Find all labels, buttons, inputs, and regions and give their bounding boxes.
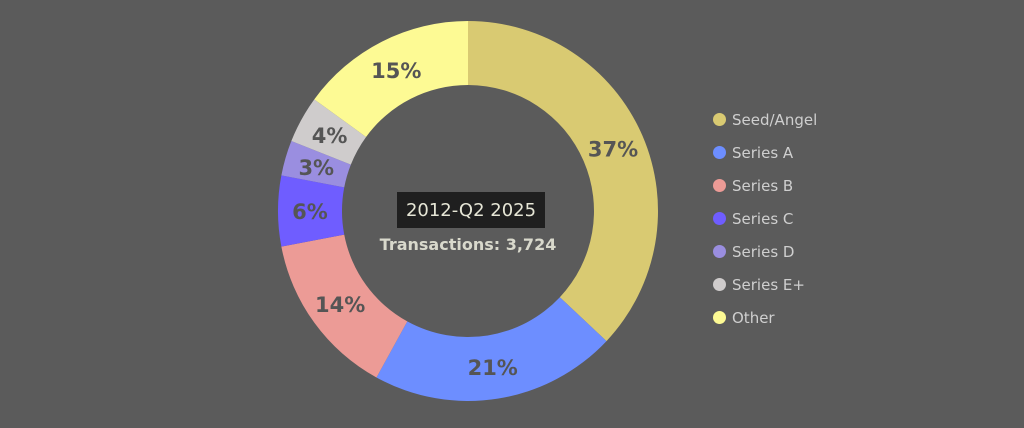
legend-label: Seed/Angel xyxy=(732,110,818,129)
slice-series-d[interactable] xyxy=(281,141,351,188)
legend-dot-icon xyxy=(713,179,726,192)
slice-label: 4% xyxy=(312,124,348,148)
legend-item-series-d[interactable]: Series D xyxy=(713,235,817,268)
slice-series-a[interactable] xyxy=(376,297,607,401)
legend-dot-icon xyxy=(713,212,726,225)
legend-item-other[interactable]: Other xyxy=(713,301,817,334)
legend-dot-icon xyxy=(713,278,726,291)
legend-label: Series D xyxy=(732,242,795,261)
legend-label: Series B xyxy=(732,176,794,195)
legend-dot-icon xyxy=(713,146,726,159)
legend-item-seed-angel[interactable]: Seed/Angel xyxy=(713,103,817,136)
slice-label: 6% xyxy=(292,200,328,224)
period-label: 2012-Q2 2025 xyxy=(397,192,545,228)
slice-other[interactable] xyxy=(314,21,468,137)
period-text: 2012-Q2 2025 xyxy=(405,199,537,221)
legend-item-series-b[interactable]: Series B xyxy=(713,169,817,202)
legend-item-series-c[interactable]: Series C xyxy=(713,202,817,235)
legend-dot-icon xyxy=(713,311,726,324)
legend-dot-icon xyxy=(713,245,726,258)
legend: Seed/Angel Series A Series B Series C Se… xyxy=(713,103,817,334)
slice-label: 37% xyxy=(588,137,638,161)
slice-series-b[interactable] xyxy=(281,234,408,378)
slice-seed-angel[interactable] xyxy=(468,21,658,342)
slice-label: 3% xyxy=(298,156,334,180)
legend-label: Other xyxy=(732,308,775,327)
slice-label: 21% xyxy=(468,356,518,380)
slice-label: 15% xyxy=(371,59,421,83)
legend-label: Series A xyxy=(732,143,794,162)
slice-series-e-[interactable] xyxy=(291,99,367,165)
transactions-label: Transactions: 3,724 xyxy=(379,235,557,254)
legend-label: Series E+ xyxy=(732,275,805,294)
legend-dot-icon xyxy=(713,113,726,126)
legend-label: Series C xyxy=(732,209,794,228)
legend-item-series-a[interactable]: Series A xyxy=(713,136,817,169)
legend-item-series-e-plus[interactable]: Series E+ xyxy=(713,268,817,301)
slice-label: 14% xyxy=(315,293,365,317)
slice-series-c[interactable] xyxy=(278,175,345,247)
